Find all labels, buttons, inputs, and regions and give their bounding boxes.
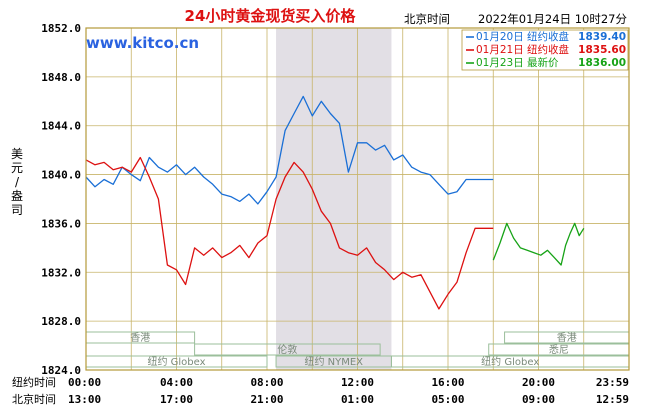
y-tick-label: 1840.0 [41, 169, 81, 182]
y-label-char: 元 [11, 161, 23, 175]
series-line-1 [85, 95, 494, 205]
x-tick-ny: 16:00 [431, 376, 464, 389]
session-label: 纽约 Globex [481, 355, 539, 368]
x-tick-ny: 04:00 [160, 376, 193, 389]
session-label: 伦敦 [277, 343, 297, 356]
x-tick-bj: 17:00 [160, 393, 193, 406]
x-tick-bj: 21:00 [250, 393, 283, 406]
legend-value: 1836.00 [578, 57, 626, 69]
y-axis-label: 美元/盎司 [11, 147, 23, 217]
x-tick-bj: 09:00 [522, 393, 555, 406]
x-tick-bj: 01:00 [341, 393, 374, 406]
clock-label: 北京时间 [404, 12, 450, 26]
x-axis-bj-label: 北京时间 [12, 392, 56, 406]
legend-label: 01月21日 纽约收盘 [476, 43, 570, 56]
watermark: www.kitco.cn [86, 34, 199, 52]
y-label-char: 盎 [11, 189, 23, 203]
x-tick-bj: 05:00 [431, 393, 464, 406]
x-tick-ny: 23:59 [596, 376, 629, 389]
legend-box [461, 29, 629, 71]
session-bar [194, 343, 381, 356]
x-tick-ny: 12:00 [341, 376, 374, 389]
y-tick-label: 1836.0 [41, 217, 81, 230]
legend: 01月20日 纽约收盘 1839.40 01月21日 纽约收盘 1835.60 01月2… [461, 29, 629, 71]
plot-frame [85, 27, 630, 371]
y-axis: 1852.0 1848.0 1844.0 1840.0 1836.0 1832.0 1828… [41, 22, 81, 377]
y-tick-label: 1824.0 [41, 364, 81, 377]
session-label: 悉尼 [549, 344, 569, 356]
y-label-char: / [15, 175, 20, 189]
x-axis-ny-label: 纽约时间 [12, 375, 56, 389]
legend-value: 1835.60 [578, 44, 626, 56]
y-tick-label: 1844.0 [41, 120, 81, 133]
chart-title: 24小时黄金现货买入价格 [185, 7, 357, 25]
session-label: 纽约 NYMEX [304, 355, 363, 368]
x-tick-bj: 12:59 [596, 393, 629, 406]
legend-label: 01月20日 纽约收盘 [476, 30, 570, 43]
y-label-char: 司 [11, 203, 23, 217]
series-line-3 [492, 222, 585, 266]
session-label: 香港 [130, 332, 150, 344]
y-tick-label: 1852.0 [41, 22, 81, 35]
series-line-2 [85, 156, 494, 310]
timestamp: 2022年01月24日 10时27分 [478, 12, 627, 26]
session-label: 香港 [557, 332, 577, 344]
y-tick-label: 1832.0 [41, 266, 81, 279]
y-tick-label: 1848.0 [41, 71, 81, 84]
x-tick-ny: 00:00 [68, 376, 101, 389]
x-tick-ny: 20:00 [522, 376, 555, 389]
session-label: 纽约 Globex [147, 355, 205, 368]
legend-value: 1839.40 [578, 31, 626, 43]
series-layer [85, 95, 585, 310]
y-tick-label: 1828.0 [41, 315, 81, 328]
y-label-char: 美 [11, 147, 23, 161]
x-tick-ny: 08:00 [250, 376, 283, 389]
nymex-session-band [276, 28, 392, 370]
legend-label: 01月23日 最新价 [476, 56, 559, 69]
x-tick-bj: 13:00 [68, 393, 101, 406]
